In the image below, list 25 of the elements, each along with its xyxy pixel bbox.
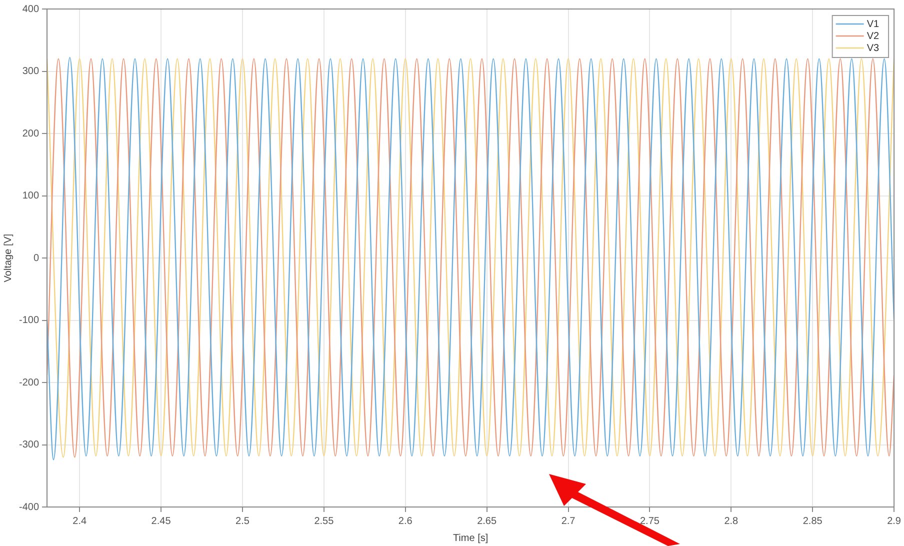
- x-axis-title: Time [s]: [452, 532, 488, 544]
- x-tick-label: 2.4: [72, 516, 87, 527]
- x-tick-label: 2.8: [724, 516, 739, 527]
- y-tick-label: 200: [22, 128, 40, 140]
- y-tick-label: 100: [22, 190, 40, 202]
- x-tick-label: 2.65: [477, 516, 497, 527]
- y-tick-label: 0: [33, 252, 40, 264]
- y-tick-label: -200: [19, 377, 40, 388]
- legend-label: V3: [866, 42, 880, 54]
- x-tick-label: 2.5: [236, 516, 250, 527]
- x-tick-label: 2.9: [887, 516, 902, 527]
- y-tick-label: -100: [19, 315, 40, 326]
- y-tick-label: 400: [22, 4, 40, 15]
- x-tick-label: 2.6: [398, 516, 413, 527]
- x-tick-label: 2.55: [314, 516, 334, 527]
- y-tick-label: -300: [19, 440, 40, 450]
- x-tick-label: 2.45: [151, 516, 172, 527]
- x-tick-label: 2.75: [640, 516, 660, 527]
- x-tick-label: 2.7: [561, 516, 576, 527]
- legend-label: V1: [866, 18, 880, 30]
- x-tick-label: 2.85: [802, 516, 823, 527]
- y-tick-label: -400: [19, 502, 40, 513]
- legend-label: V2: [866, 30, 880, 42]
- y-tick-label: 300: [22, 66, 40, 77]
- y-axis-title: Voltage [V]: [2, 234, 14, 282]
